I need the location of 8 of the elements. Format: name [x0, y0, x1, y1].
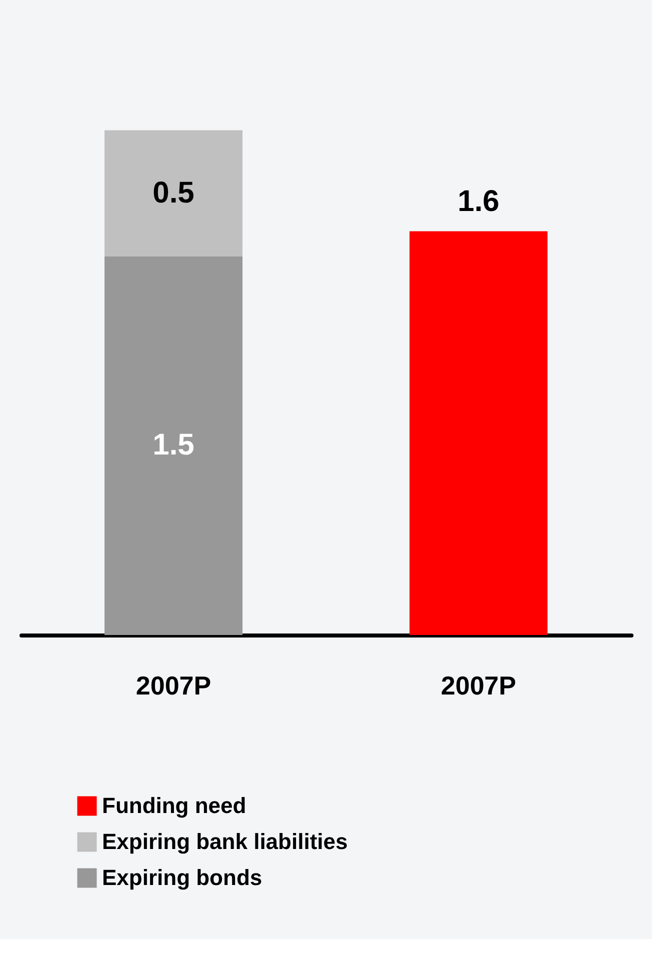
- legend-label: Expiring bonds: [102, 865, 262, 890]
- data-label: 0.5: [152, 176, 194, 210]
- data-label: 1.5: [152, 428, 194, 462]
- x-tick-label: 2007P: [440, 670, 516, 700]
- data-label: 1.6: [458, 185, 500, 218]
- legend-label: Expiring bank liabilities: [102, 829, 348, 854]
- x-tick-label: 2007P: [136, 670, 212, 700]
- legend-label: Funding need: [102, 793, 246, 818]
